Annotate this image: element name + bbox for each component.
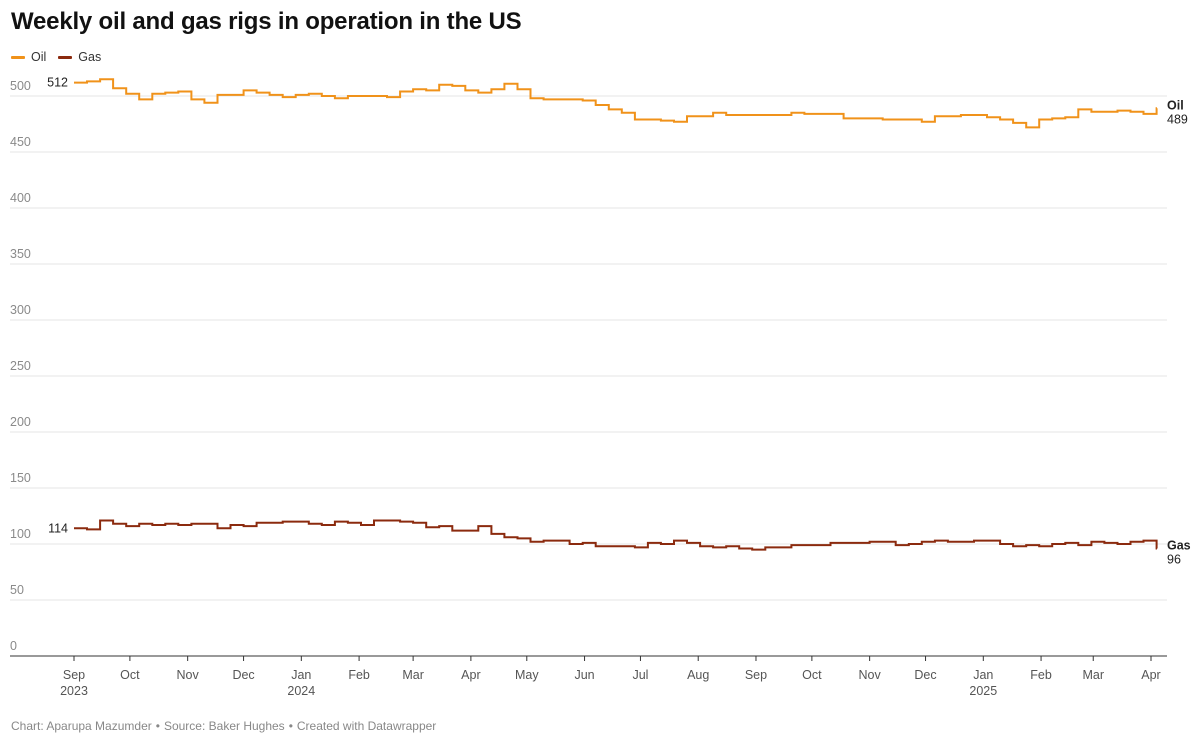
- x-tick-label: Apr: [1141, 668, 1160, 682]
- legend-item-oil[interactable]: Oil: [11, 50, 46, 64]
- x-tick-label: Apr: [461, 668, 480, 682]
- x-tick-label: Oct: [802, 668, 822, 682]
- series-start-label-oil: 512: [47, 76, 68, 90]
- x-tick-label: Sep: [745, 668, 767, 682]
- x-tick-label: Jun: [574, 668, 594, 682]
- x-tick-label: Feb: [1030, 668, 1052, 682]
- x-tick-label: Sep: [63, 668, 85, 682]
- series-end-name-oil: Oil: [1167, 98, 1184, 112]
- x-tick-label: Jan: [291, 668, 311, 682]
- y-tick-label: 400: [10, 191, 31, 205]
- footer-created-with: Created with Datawrapper: [296, 719, 437, 733]
- legend-item-gas[interactable]: Gas: [58, 50, 101, 64]
- x-tick-label: Nov: [177, 668, 200, 682]
- chart-title: Weekly oil and gas rigs in operation in …: [11, 8, 522, 35]
- x-tick-label: Feb: [348, 668, 370, 682]
- footer-source: Source: Baker Hughes: [163, 719, 285, 733]
- x-tick-label: Dec: [232, 668, 254, 682]
- y-tick-label: 500: [10, 79, 31, 93]
- x-tick-year-label: 2023: [60, 684, 88, 698]
- x-tick-label: Jul: [632, 668, 648, 682]
- x-tick-label: Mar: [1082, 668, 1104, 682]
- series-line-oil: [74, 78, 1158, 129]
- y-tick-label: 300: [10, 303, 31, 317]
- x-tick-label: May: [515, 668, 539, 682]
- y-tick-label: 50: [10, 583, 24, 597]
- y-tick-label: 450: [10, 135, 31, 149]
- y-tick-label: 100: [10, 527, 31, 541]
- x-tick-label: Nov: [859, 668, 882, 682]
- x-tick-label: Aug: [687, 668, 709, 682]
- y-tick-label: 350: [10, 247, 31, 261]
- chart-footer: Chart: Aparupa Mazumder • Source: Baker Hu…: [11, 719, 436, 733]
- x-tick-label: Jan: [973, 668, 993, 682]
- x-tick-year-label: 2024: [287, 684, 315, 698]
- legend-label-gas: Gas: [78, 50, 102, 64]
- series-start-label-gas: 114: [48, 521, 68, 535]
- footer-author: Chart: Aparupa Mazumder: [11, 719, 152, 733]
- x-tick-label: Mar: [402, 668, 424, 682]
- footer-separator: •: [288, 719, 293, 733]
- legend: Oil Gas: [11, 50, 101, 64]
- legend-swatch-gas: [58, 55, 73, 59]
- footer-separator: •: [155, 719, 160, 733]
- y-tick-label: 150: [10, 471, 31, 485]
- y-tick-label: 250: [10, 359, 31, 373]
- y-tick-label: 0: [10, 639, 17, 653]
- x-tick-year-label: 2025: [969, 684, 997, 698]
- series-end-name-gas: Gas: [1167, 538, 1191, 552]
- legend-swatch-oil: [11, 55, 25, 59]
- y-tick-label: 200: [10, 415, 31, 429]
- x-tick-label: Oct: [120, 668, 140, 682]
- x-tick-label: Dec: [914, 668, 936, 682]
- series-line-gas: [74, 519, 1158, 551]
- series-end-value-gas: 96: [1167, 552, 1181, 566]
- series-end-value-oil: 489: [1167, 112, 1188, 126]
- legend-label-oil: Oil: [31, 50, 47, 64]
